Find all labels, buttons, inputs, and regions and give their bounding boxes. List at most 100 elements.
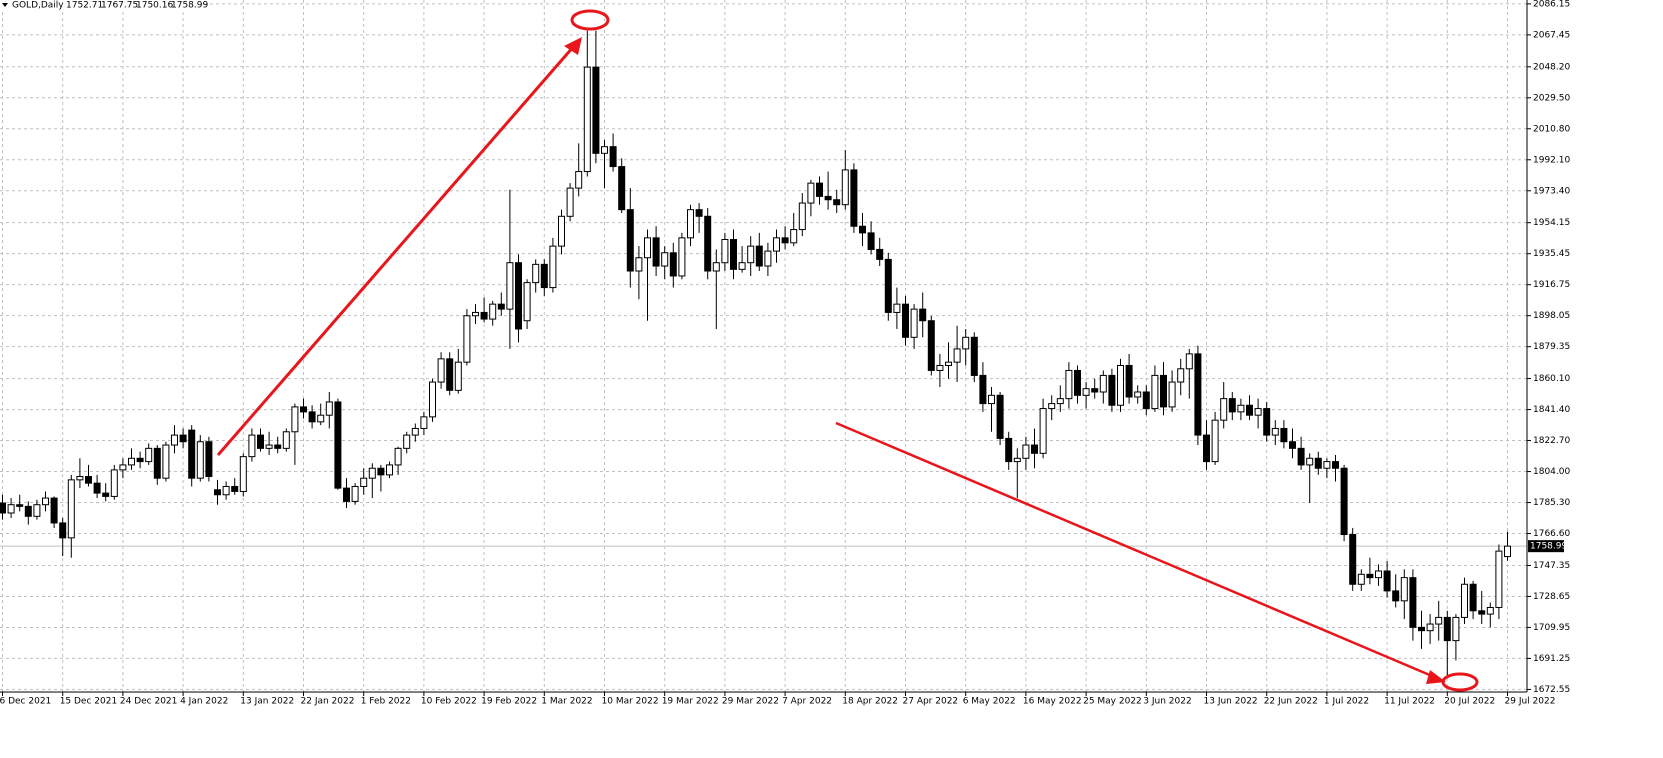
candle-body — [592, 66, 600, 154]
candle-body — [1082, 388, 1090, 396]
ohlc-high: 1767.75 — [101, 1, 138, 11]
candles — [0, 30, 1511, 678]
candle-body — [300, 406, 307, 413]
candle-body — [231, 485, 239, 492]
candle-body — [781, 237, 789, 244]
candle-body — [910, 308, 918, 338]
candle-body — [67, 479, 75, 539]
candle-body — [635, 257, 643, 272]
candle-body — [179, 434, 187, 443]
candle-body — [196, 441, 204, 479]
y-tick-label: 1747.35 — [1533, 561, 1570, 571]
candle-body — [1160, 374, 1167, 408]
candle-body — [1220, 398, 1228, 421]
x-tick-label: 24 Dec 2021 — [120, 697, 177, 707]
candle-body — [721, 239, 729, 264]
candle-body — [282, 431, 290, 449]
y-tick-label: 1916.75 — [1533, 280, 1570, 290]
candle-body — [1134, 391, 1142, 398]
candle-body — [1013, 457, 1021, 463]
candle-body — [1031, 444, 1038, 454]
candle-body — [1349, 534, 1357, 585]
candle-body — [24, 505, 32, 517]
candle-body — [214, 489, 221, 496]
candle-body — [1056, 398, 1064, 405]
candle-body — [1099, 374, 1107, 393]
candle-body — [274, 444, 282, 449]
candle-body — [609, 146, 617, 168]
y-tick-label: 1804.00 — [1533, 467, 1570, 477]
candle-body — [1392, 590, 1400, 602]
candle-body — [936, 364, 944, 371]
axes: 2086.15 2067.45 2048.20 2029.50 2010.80 1992.… — [0, 0, 1570, 707]
candle-body — [669, 252, 677, 277]
candle-body — [102, 492, 110, 497]
candle-body — [454, 361, 462, 391]
y-tick-label: 1672.55 — [1533, 685, 1570, 695]
candle-body — [1469, 583, 1477, 612]
candle-body — [919, 308, 927, 322]
candle-body — [1297, 447, 1305, 466]
candle-body — [368, 467, 376, 479]
candle-body — [747, 245, 755, 264]
candle-body — [807, 182, 815, 204]
candle-body — [480, 311, 488, 320]
ohlc-open: 1752.71 — [66, 1, 103, 11]
annotations — [216, 9, 1479, 692]
candle-body — [497, 303, 505, 310]
candle-body — [1039, 408, 1047, 454]
candle-body — [687, 209, 694, 239]
candle-body — [841, 169, 849, 206]
y-tick-label: 1992.10 — [1533, 155, 1570, 165]
y-tick-label: 2067.45 — [1533, 30, 1570, 40]
candle-body — [515, 262, 522, 330]
candle-body — [110, 469, 118, 497]
candle-body — [0, 502, 6, 514]
candle-body — [50, 497, 58, 524]
candle-body — [1254, 408, 1262, 416]
x-tick-label: 22 Jun 2022 — [1264, 697, 1318, 707]
y-tick-label: 1785.30 — [1533, 498, 1570, 508]
candle-body — [626, 209, 634, 272]
x-tick-label: 6 May 2022 — [963, 697, 1016, 707]
candle-body — [16, 504, 24, 507]
x-tick-label: 13 Jan 2022 — [240, 697, 294, 707]
candle-body — [893, 303, 901, 313]
y-tick-label: 2029.50 — [1533, 93, 1570, 103]
y-tick-label: 1935.45 — [1533, 249, 1570, 259]
candle-body — [76, 476, 84, 481]
candle-body — [979, 374, 987, 405]
y-tick-label: 1841.40 — [1533, 405, 1570, 415]
x-tick-label: 25 May 2022 — [1083, 697, 1142, 707]
candle-body — [403, 434, 411, 449]
candle-body — [257, 434, 264, 449]
candle-body — [927, 320, 935, 371]
x-tick-label: 10 Mar 2022 — [602, 697, 659, 707]
candle-body — [93, 482, 101, 494]
y-tick-label: 1691.25 — [1533, 654, 1570, 664]
candle-body — [153, 447, 161, 479]
candle-body — [652, 237, 660, 267]
y-tick-label: 2010.80 — [1533, 124, 1570, 134]
candle-body — [1117, 364, 1124, 406]
candle-body — [1237, 404, 1245, 413]
arrow-head — [1426, 670, 1446, 684]
x-tick-label: 19 Mar 2022 — [662, 697, 719, 707]
candle-body — [876, 248, 884, 260]
y-tick-label: 1879.35 — [1533, 342, 1570, 352]
candle-body — [1263, 408, 1271, 436]
candle-body — [59, 522, 67, 539]
x-tick-label: 13 Jun 2022 — [1204, 697, 1258, 707]
candle-body — [661, 252, 669, 267]
candle-body — [583, 66, 591, 173]
candle-body — [222, 485, 230, 496]
candle-body — [790, 229, 798, 244]
current-price-label: 1758.99 — [1530, 542, 1567, 552]
candle-body — [1203, 434, 1210, 463]
candle-body — [334, 401, 342, 489]
candle-body — [678, 237, 686, 277]
candle-body — [1177, 368, 1185, 383]
candle-body — [884, 258, 892, 313]
candle-body — [42, 497, 49, 506]
candle-body — [33, 504, 41, 517]
